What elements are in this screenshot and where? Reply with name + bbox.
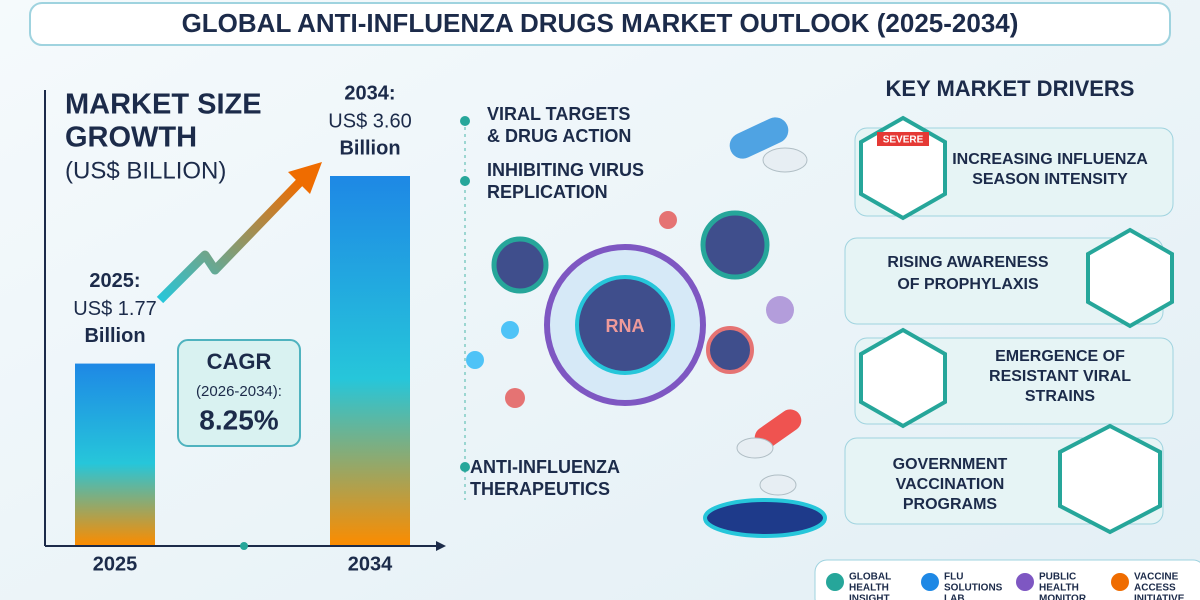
title-banner <box>29 2 1171 46</box>
driver-text: SEASON INTENSITY <box>972 171 1128 188</box>
chart-subtitle: (US$ BILLION) <box>65 157 226 184</box>
center-item: THERAPEUTICS <box>470 479 610 499</box>
center-item: REPLICATION <box>487 182 608 202</box>
pill <box>736 437 774 459</box>
logo-icon <box>826 573 844 591</box>
driver-cards <box>844 115 1174 535</box>
cagr-value: 8.25% <box>199 404 278 435</box>
page-title: GLOBAL ANTI-INFLUENZA DRUGS MARKET OUTLO… <box>182 8 1019 38</box>
pill <box>729 117 789 159</box>
growth-arrowhead <box>288 162 322 194</box>
driver-text: GOVERNMENT <box>893 456 1008 473</box>
logo-text: GLOBAL <box>849 572 891 583</box>
value-label: US$ 1.77 <box>73 298 156 320</box>
logo-text: MONITOR <box>1039 594 1087 600</box>
axis-dot <box>240 542 248 550</box>
virus <box>706 326 754 374</box>
virus-core <box>575 275 675 375</box>
virus <box>466 351 484 369</box>
center-item: ANTI-INFLUENZA <box>470 457 620 477</box>
driver-text: PROGRAMS <box>903 496 998 513</box>
bullet <box>460 462 470 472</box>
logo-text: ACCESS <box>1134 583 1176 594</box>
driver-text: INCREASING INFLUENZA <box>952 151 1148 168</box>
bar <box>330 176 410 545</box>
driver-text: STRAINS <box>1025 388 1096 405</box>
chart-title: GROWTH <box>65 122 197 154</box>
center-item: INHIBITING VIRUS <box>487 160 644 180</box>
pill <box>754 409 802 449</box>
pill <box>762 147 808 173</box>
bar-header: 2025: <box>89 270 140 292</box>
virus <box>659 211 677 229</box>
logo-icon <box>921 573 939 591</box>
logo-text: INSIGHT <box>849 594 890 600</box>
footer-bar <box>814 559 1200 600</box>
platform <box>703 498 827 538</box>
logo-text: HEALTH <box>849 583 889 594</box>
logo-icon <box>1111 573 1129 591</box>
value-unit: Billion <box>339 137 400 159</box>
logo-icon <box>1016 573 1034 591</box>
cagr-label: CAGR <box>207 349 272 374</box>
driver-text: VACCINATION <box>896 476 1005 493</box>
driver-text: OF PROPHYLAXIS <box>897 276 1039 293</box>
bullet <box>460 176 470 186</box>
center-item: VIRAL TARGETS <box>487 104 630 124</box>
axis-arrow <box>436 541 446 551</box>
virus <box>501 321 519 339</box>
footer-logos: GLOBALHEALTHINSIGHTFLUSOLUTIONSLABPUBLIC… <box>826 572 1185 600</box>
driver-text: RESISTANT VIRAL <box>989 368 1131 385</box>
chart-title: MARKET SIZE <box>65 89 262 121</box>
pill <box>759 474 797 496</box>
virus <box>700 210 770 280</box>
badge-text: SEVERE <box>883 135 924 146</box>
driver-text: EMERGENCE OF <box>995 348 1125 365</box>
bullet <box>460 116 470 126</box>
driver-icon <box>1086 227 1174 329</box>
virus <box>505 388 525 408</box>
center-item: & DRUG ACTION <box>487 126 631 146</box>
driver-icon <box>1058 423 1162 535</box>
logo-text: FLU <box>944 572 963 583</box>
bar-header: 2034: <box>344 82 395 104</box>
virus-illustration <box>466 117 827 538</box>
drivers-title: KEY MARKET DRIVERS <box>886 76 1135 101</box>
cagr-period: (2026-2034): <box>196 383 282 400</box>
logo-text: SOLUTIONS <box>944 583 1003 594</box>
x-tick-label: 2034 <box>348 553 393 575</box>
growth-arrow <box>156 178 304 304</box>
badge <box>877 132 929 146</box>
driver-text: RISING AWARENESS <box>887 254 1049 271</box>
x-tick-label: 2025 <box>93 553 138 575</box>
logo-text: HEALTH <box>1039 583 1079 594</box>
logo-text: VACCINE <box>1134 572 1179 583</box>
rna-label: RNA <box>606 316 645 336</box>
bar <box>75 363 155 545</box>
driver-icon <box>859 327 947 429</box>
value-unit: Billion <box>84 325 145 347</box>
logo-text: LAB <box>944 594 965 600</box>
logo-text: PUBLIC <box>1039 572 1076 583</box>
virus <box>491 236 549 294</box>
cagr-box <box>177 339 301 447</box>
virus <box>766 296 794 324</box>
value-label: US$ 3.60 <box>328 110 411 132</box>
logo-text: INITIATIVE <box>1134 594 1185 600</box>
bar-chart: 2025 2025: US$ 1.77 Billion 2034 2034: US$ 3.6… <box>73 82 411 575</box>
